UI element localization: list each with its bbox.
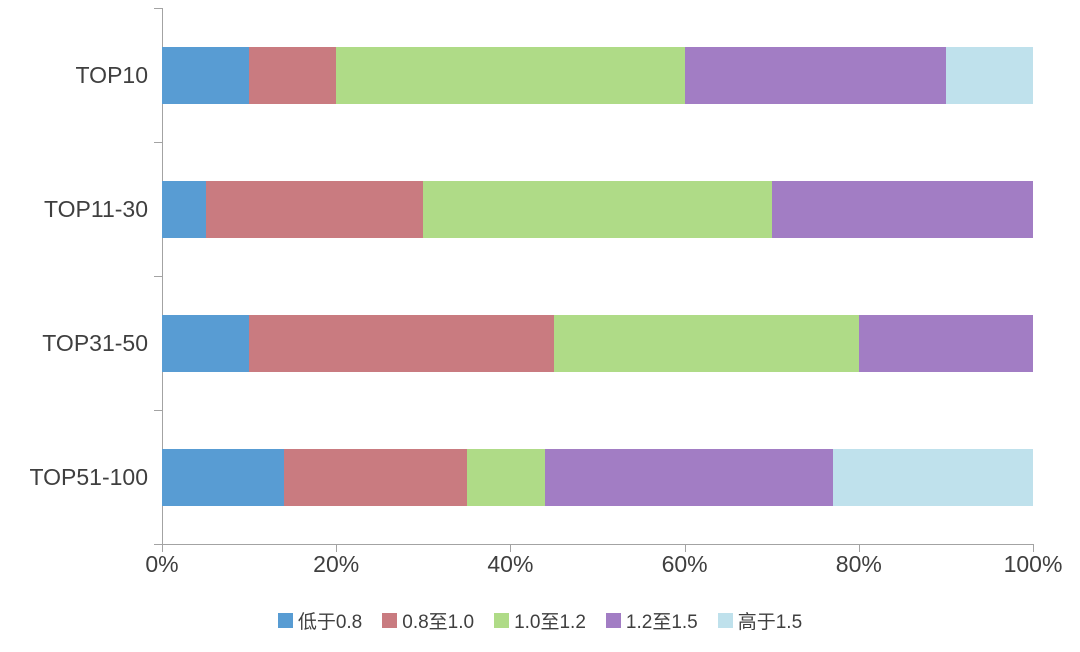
legend-swatch-icon	[717, 612, 733, 628]
legend-item-label: 0.8至1.0	[402, 611, 475, 633]
legend-item: 1.2至1.5	[605, 607, 698, 634]
legend-item: 高于1.5	[717, 607, 803, 634]
legend-swatch-icon	[382, 612, 398, 628]
x-axis-tick	[162, 544, 163, 552]
bar-segment	[684, 46, 946, 104]
bar-segment	[466, 448, 546, 506]
y-axis-line	[162, 8, 163, 545]
legend-swatch-icon	[494, 612, 510, 628]
bar-segment	[249, 46, 337, 104]
legend-item: 低于0.8	[277, 607, 363, 634]
y-axis-tick	[154, 8, 162, 9]
x-axis-tick-label: 80%	[835, 551, 882, 577]
y-axis-tick	[154, 276, 162, 277]
bar-segment	[205, 180, 424, 238]
bar-segment	[162, 46, 250, 104]
legend-item-label: 1.0至1.2	[514, 611, 586, 633]
bar-segment	[832, 448, 1033, 506]
x-axis-tick	[336, 544, 338, 552]
category-label: TOP10	[75, 62, 148, 88]
legend-swatch-icon	[277, 612, 293, 628]
legend-item: 1.0至1.2	[494, 607, 586, 634]
x-axis-tick	[510, 544, 512, 552]
legend-swatch-icon	[605, 612, 621, 628]
bar-segment	[336, 46, 685, 104]
x-axis-tick	[1033, 544, 1034, 552]
x-axis-tick-label: 0%	[145, 551, 179, 577]
legend-item-label: 低于0.8	[297, 611, 363, 633]
bar-segment	[545, 448, 833, 506]
y-axis-tick	[154, 544, 162, 545]
category-label: TOP31-50	[42, 330, 148, 356]
y-axis-tick	[154, 142, 162, 143]
legend-item-label: 高于1.5	[737, 611, 803, 633]
bar-segment	[162, 180, 206, 238]
legend-item: 0.8至1.0	[382, 607, 474, 634]
x-axis-tick-label: 40%	[487, 551, 534, 577]
x-axis-tick	[684, 544, 686, 552]
x-axis-tick	[858, 544, 860, 552]
bar-segment	[162, 448, 284, 506]
bar-segment	[423, 180, 772, 238]
bar-segment	[283, 448, 467, 506]
x-axis-tick-label: 60%	[661, 551, 708, 577]
legend: 低于0.8 0.8至1.0 1.0至1.2 1.2至1.5 高于1.5	[0, 603, 1080, 637]
bar-segment	[553, 314, 859, 372]
category-label: TOP51-100	[29, 464, 148, 490]
x-axis-tick-label: 20%	[313, 551, 360, 577]
bar-segment	[858, 314, 1033, 372]
bar-segment	[249, 314, 554, 372]
x-axis-line	[154, 544, 1034, 545]
category-label: TOP11-30	[44, 196, 148, 222]
bar-segment	[771, 180, 1033, 238]
y-axis-tick	[154, 410, 162, 411]
bar-segment	[945, 46, 1033, 104]
bar-segment	[162, 314, 250, 372]
legend-item-label: 1.2至1.5	[625, 611, 698, 633]
x-axis-tick-label: 100%	[1003, 551, 1063, 577]
